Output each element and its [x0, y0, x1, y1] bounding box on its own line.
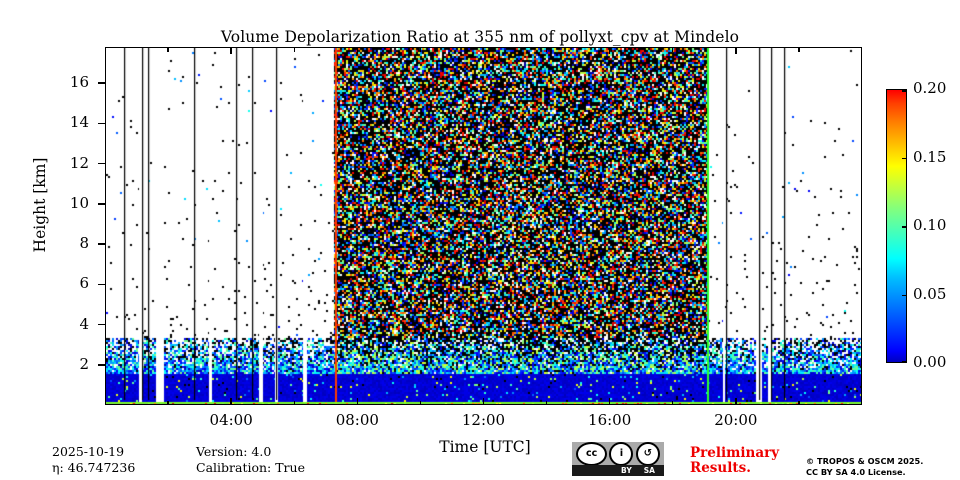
footer-calibration: Calibration: True [196, 460, 305, 475]
x-axis-minor-tick [798, 47, 800, 52]
x-axis-minor-tick [419, 47, 422, 52]
x-axis-tick [356, 398, 359, 405]
x-axis-minor-tick [798, 400, 800, 405]
copyright-line-2: CC BY SA 4.0 License. [806, 466, 906, 477]
cc-by-label: BY [621, 466, 632, 475]
x-axis-minor-tick [293, 400, 295, 405]
y-axis-tick-label: 14 [69, 113, 89, 132]
footer-version: Version: 4.0 [196, 444, 272, 459]
y-axis-tick-label: 6 [79, 274, 89, 293]
x-axis-tick [608, 47, 611, 54]
copyright-notice: © TROPOS & OSCM 2025. CC BY SA 4.0 Licen… [806, 456, 956, 477]
footer-eta: η: 46.747236 [52, 460, 136, 475]
colorbar-tick-label: 0.05 [913, 284, 947, 303]
y-axis-tick-label: 4 [79, 314, 89, 333]
cc-sa-share-icon: ↺ [635, 441, 660, 466]
x-axis-tick [735, 398, 737, 405]
x-axis-minor-tick [167, 400, 169, 405]
x-axis-tick-label: 12:00 [461, 411, 506, 429]
y-axis-tick-label: 8 [79, 234, 89, 253]
y-axis-tick-label: 12 [69, 153, 89, 172]
colorbar-tick [902, 361, 907, 363]
x-axis-tick-label: 16:00 [588, 411, 632, 429]
colorbar-tick-label: 0.00 [913, 353, 947, 371]
y-axis-tick [98, 203, 105, 205]
y-axis-tick [98, 82, 105, 84]
colorbar-tick [902, 90, 907, 92]
x-axis-tick [608, 398, 611, 405]
plot-area [105, 47, 862, 405]
y-axis-tick [98, 243, 105, 245]
colorbar-tick-label: 0.20 [913, 79, 947, 97]
x-axis-minor-tick [545, 400, 548, 405]
x-axis-tick-label: 20:00 [714, 411, 758, 429]
x-axis-tick [482, 47, 485, 54]
cc-sa-label: SA [643, 466, 655, 475]
x-axis-tick-label: 08:00 [335, 411, 379, 429]
cc-logo-icon: cc [576, 441, 608, 466]
colorbar-tick-label: 0.15 [913, 147, 947, 166]
x-axis-tick [356, 47, 359, 54]
x-axis-minor-tick [672, 400, 674, 405]
x-axis-tick-label: 04:00 [209, 411, 253, 429]
cc-by-person-icon: i [609, 441, 634, 466]
y-axis-tick [98, 363, 105, 366]
x-axis-minor-tick [545, 47, 548, 52]
colorbar-tick-label: 0.10 [913, 216, 947, 234]
x-axis-minor-tick [419, 400, 422, 405]
page-title: Volume Depolarization Ratio at 355 nm of… [220, 28, 740, 46]
colorbar-tick [902, 294, 907, 296]
x-axis-label: Time [UTC] [439, 438, 531, 456]
preliminary-results-notice: Preliminary Results. [690, 445, 780, 476]
colorbar-tick [902, 157, 907, 159]
y-axis-tick [98, 283, 105, 286]
x-axis-tick [230, 398, 232, 405]
y-axis-tick-label: 10 [69, 193, 89, 212]
depolarization-heatmap [106, 48, 861, 404]
x-axis-tick [482, 398, 485, 405]
x-axis-minor-tick [672, 47, 674, 52]
x-axis-tick [735, 47, 737, 54]
footer-date: 2025-10-19 [52, 444, 125, 459]
y-axis-tick-label: 2 [79, 354, 89, 373]
x-axis-tick [230, 47, 232, 54]
y-axis-tick [98, 323, 105, 326]
y-axis-tick [98, 122, 105, 125]
creative-commons-badge: cc i ↺ BY SA [572, 441, 664, 476]
x-axis-minor-tick [293, 47, 295, 52]
x-axis-minor-tick [167, 47, 169, 52]
copyright-line-1: © TROPOS & OSCM 2025. [806, 456, 924, 466]
colorbar-tick [902, 226, 907, 228]
y-axis-label: Height [km] [31, 157, 49, 253]
y-axis-tick-label: 16 [69, 73, 89, 92]
y-axis-tick [98, 162, 105, 165]
